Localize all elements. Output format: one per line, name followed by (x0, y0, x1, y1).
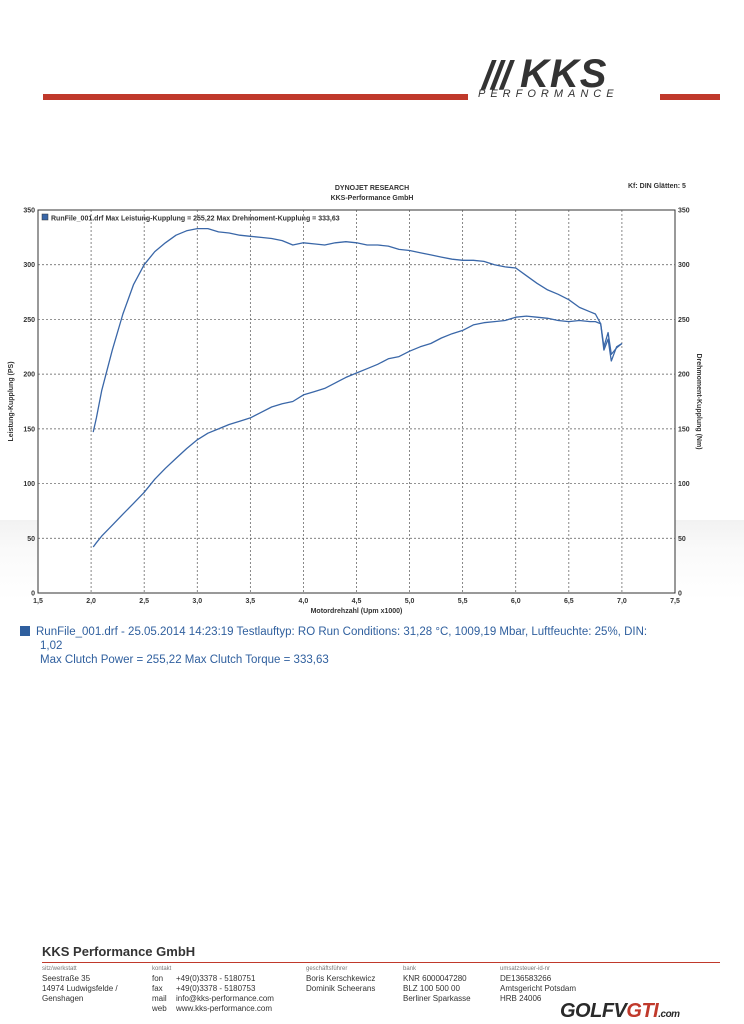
bank-line: BLZ 100 500 00 (403, 984, 460, 993)
y2-tick-label: 50 (678, 536, 686, 543)
footer-address: sitz/werkstatt Seestraße 35 14974 Ludwig… (42, 964, 118, 1004)
manager-name: Boris Kerschkewicz (306, 974, 376, 983)
y-axis-label: Leistung-Kupplung (PS) (8, 361, 15, 441)
x-tick-label: 4,0 (299, 598, 309, 605)
footer-bank-caption: bank (403, 966, 417, 972)
x-tick-label: 3,0 (192, 598, 202, 605)
contact-phone: +49(0)3378 - 5180751 (176, 974, 256, 983)
x-tick-label: 1,5 (33, 598, 43, 605)
footer-address-line: Genshagen (42, 994, 84, 1003)
footer-contact: kontakt fon +49(0)3378 - 5180751 fax +49(0… (152, 964, 274, 1014)
header-red-bar-right (660, 94, 720, 100)
plot-frame (37, 209, 676, 594)
x-tick-label: 7,5 (670, 598, 680, 605)
logo-subtitle: PERFORMANCE (478, 88, 619, 100)
logo-wordmark: KKS (520, 52, 608, 96)
chart-subtitle: KKS-Performance GmbH (330, 195, 414, 202)
tax-line: HRB 24006 (500, 994, 542, 1003)
letterhead: /// KKS PERFORMANCE (0, 0, 744, 110)
x-tick-label: 7,0 (617, 598, 627, 605)
run-swatch (20, 626, 30, 636)
x-tick-label: 6,0 (511, 598, 521, 605)
x-tick-label: 5,0 (405, 598, 415, 605)
x-tick-label: 5,5 (458, 598, 468, 605)
scan-shadow (0, 520, 744, 1024)
y-tick-label: 50 (27, 536, 35, 543)
bank-line: KNR 6000047280 (403, 974, 467, 983)
y-tick-label: 100 (23, 481, 35, 488)
chart-title: DYNOJET RESEARCH (334, 185, 410, 192)
x-tick-label: 3,5 (245, 598, 255, 605)
x-tick-label: 2,0 (86, 598, 96, 605)
footer-company: KKS Performance GmbH (42, 944, 196, 959)
torque-curve (92, 227, 623, 433)
run-info-line3: Max Clutch Power = 255,22 Max Clutch Tor… (40, 654, 329, 666)
contact-label: web (152, 1004, 167, 1013)
power-curve (92, 315, 623, 548)
x-tick-label: 2,5 (139, 598, 149, 605)
logo-slashes: /// (482, 54, 511, 98)
chart-header: DYNOJET RESEARCH KKS-Performance GmbH (0, 184, 744, 204)
legend-swatch (41, 213, 49, 221)
y-tick-label: 350 (23, 208, 35, 215)
contact-label: fax (152, 984, 163, 993)
y2-tick-label: 350 (678, 208, 690, 215)
footer-managers: geschäftsführer Boris Kerschkewicz Domin… (306, 964, 375, 994)
header-red-bar (43, 94, 468, 100)
x-tick-label: 4,5 (352, 598, 362, 605)
y-tick-label: 300 (23, 262, 35, 269)
y-tick-label: 150 (23, 426, 35, 433)
tax-line: DE136583266 (500, 974, 552, 983)
dyno-chart: 1,5 2,0 2,5 3,0 3,5 4,0 4,5 5,0 5,5 6,0 6,5 7,0 7,50… (8, 208, 702, 616)
footer-tax: umsatzsteuer-id-nr DE136583266 Amtsgeric… (500, 964, 576, 1004)
footer-rule (42, 962, 720, 963)
x-axis-label: Motordrehzahl (Upm x1000) (311, 608, 403, 615)
watermark-logo: GOLFVGTI.com (560, 1000, 680, 1023)
footer: KKS Performance GmbH (42, 944, 722, 959)
y2-tick-label: 250 (678, 317, 690, 324)
watermark-part: V (613, 1000, 627, 1022)
legend-text: RunFile_001.drf Max Leistung-Kupplung = … (51, 216, 340, 223)
footer-address-caption: sitz/werkstatt (42, 966, 77, 972)
watermark-part: GTI (626, 1000, 659, 1022)
contact-label: mail (152, 994, 167, 1003)
footer-address-line: 14974 Ludwigsfelde / (42, 984, 118, 993)
run-info-line2: 1,02 (40, 640, 63, 652)
watermark-part: .com (658, 1009, 680, 1020)
manager-name: Dominik Scheerans (306, 984, 376, 993)
footer-managers-caption: geschäftsführer (306, 966, 348, 972)
y2-tick-label: 150 (678, 426, 690, 433)
run-info-line1: RunFile_001.drf - 25.05.2014 14:23:19 Te… (36, 626, 648, 638)
contact-mail: info@kks-performance.com (176, 994, 274, 1003)
tax-line: Amtsgericht Potsdam (500, 984, 577, 993)
contact-label: fon (152, 974, 164, 983)
y-tick-label: 200 (23, 372, 35, 379)
footer-contact-caption: kontakt (152, 966, 172, 972)
y2-tick-label: 0 (678, 591, 682, 598)
watermark-part: GOLF (560, 1000, 614, 1022)
y2-tick-label: 200 (678, 372, 690, 379)
correction-factor: Kf: DIN Glätten: 5 (628, 183, 686, 190)
y2-tick-label: 300 (678, 262, 690, 269)
contact-web: www.kks-performance.com (176, 1004, 273, 1013)
footer-address-line: Seestraße 35 (42, 974, 91, 983)
bank-line: Berliner Sparkasse (403, 994, 471, 1003)
y-tick-label: 250 (23, 317, 35, 324)
footer-tax-caption: umsatzsteuer-id-nr (500, 966, 551, 972)
footer-bank: bank KNR 6000047280 BLZ 100 500 00 Berli… (403, 964, 471, 1004)
contact-fax: +49(0)3378 - 5180753 (176, 984, 256, 993)
run-info: RunFile_001.drf - 25.05.2014 14:23:19 Te… (20, 625, 700, 667)
x-tick-label: 6,5 (564, 598, 574, 605)
y2-axis-label: Drehmoment-Kupplung (Nm) (695, 353, 702, 449)
y-tick-label: 0 (31, 591, 35, 598)
y2-tick-label: 100 (678, 481, 690, 488)
